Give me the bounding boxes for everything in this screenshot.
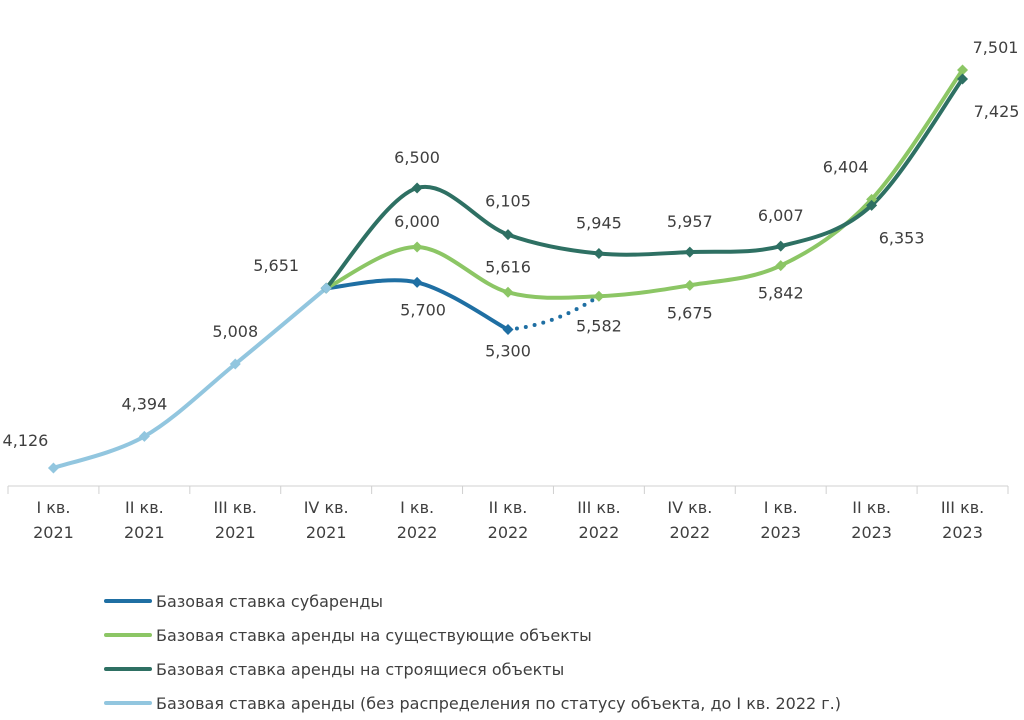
data-label: 6,105 xyxy=(485,192,531,211)
x-tick-label: III кв. xyxy=(214,498,257,517)
x-axis: I кв. 2021 II кв. 2021 III кв. 2021 IV кв. 2021… xyxy=(7,485,1009,542)
marker-layer xyxy=(47,64,969,474)
data-point-marker xyxy=(866,199,878,211)
x-tick-label: 2023 xyxy=(851,523,892,542)
legend-swatch xyxy=(104,633,152,637)
data-label: 6,404 xyxy=(823,157,869,176)
legend: Базовая ставка субаренды Базовая ставка … xyxy=(104,584,841,720)
data-label: 4,126 xyxy=(3,431,49,450)
data-point-marker xyxy=(411,182,423,194)
x-tick-label: 2022 xyxy=(579,523,620,542)
data-point-marker xyxy=(957,64,969,76)
data-label: 5,582 xyxy=(576,316,622,335)
data-point-marker xyxy=(593,247,605,259)
data-label: 5,651 xyxy=(253,256,299,275)
x-tick-label: 2021 xyxy=(124,523,165,542)
series-line xyxy=(324,68,965,300)
x-tick-label: IV кв. xyxy=(667,498,712,517)
data-label: 6,500 xyxy=(394,148,440,167)
x-tick-label: II кв. xyxy=(852,498,891,517)
x-tick-label: II кв. xyxy=(125,498,164,517)
series-line xyxy=(324,77,965,291)
x-tick-label: 2021 xyxy=(215,523,256,542)
x-tick-label: 2022 xyxy=(488,523,529,542)
data-label: 6,353 xyxy=(879,228,925,247)
data-point-marker xyxy=(47,462,59,474)
legend-label: Базовая ставка аренды (без распределения… xyxy=(156,693,841,713)
data-point-marker xyxy=(138,430,150,442)
data-point-marker xyxy=(502,286,514,298)
x-tick-label: IV кв. xyxy=(304,498,349,517)
data-point-marker xyxy=(775,240,787,252)
data-label: 4,394 xyxy=(121,394,167,413)
x-tick-label: III кв. xyxy=(941,498,984,517)
data-label: 5,945 xyxy=(576,213,622,232)
series-dotted-projection xyxy=(506,294,601,332)
x-tick-label: 2023 xyxy=(942,523,983,542)
data-point-marker xyxy=(502,229,514,241)
data-point-marker xyxy=(229,358,241,370)
legend-item-sublease: Базовая ставка субаренды xyxy=(104,584,841,618)
data-label: 5,675 xyxy=(667,303,713,322)
series-line xyxy=(51,286,329,470)
data-label: 6,007 xyxy=(758,206,804,225)
legend-label: Базовая ставка субаренды xyxy=(156,591,384,611)
legend-item-under-construction: Базовая ставка аренды на строящиеся объе… xyxy=(104,652,841,686)
data-label: 5,300 xyxy=(485,342,531,361)
x-tick-label: I кв. xyxy=(36,498,70,517)
x-tick-label: 2021 xyxy=(306,523,347,542)
line-chart: I кв. 2021 II кв. 2021 III кв. 2021 IV кв. 2021… xyxy=(3,38,1020,542)
data-label: 5,842 xyxy=(758,284,804,303)
x-tick-label: II кв. xyxy=(489,498,528,517)
data-label-layer: 4,126 4,394 5,008 5,651 5,700 5,300 6,000 5,616… xyxy=(3,38,1020,450)
legend-label: Базовая ставка аренды на существующие об… xyxy=(156,625,592,645)
x-tick-label: I кв. xyxy=(400,498,434,517)
x-tick-label: 2022 xyxy=(669,523,710,542)
legend-swatch xyxy=(104,667,152,671)
legend-swatch xyxy=(104,599,152,603)
data-label: 5,957 xyxy=(667,212,713,231)
data-point-marker xyxy=(684,246,696,258)
data-point-marker xyxy=(866,193,878,205)
data-point-marker xyxy=(775,260,787,272)
legend-label: Базовая ставка аренды на строящиеся объе… xyxy=(156,659,565,679)
x-tick-label: 2023 xyxy=(760,523,801,542)
data-point-marker xyxy=(957,73,969,85)
data-label: 5,008 xyxy=(212,322,258,341)
legend-item-no-status: Базовая ставка аренды (без распределения… xyxy=(104,686,841,720)
legend-item-existing: Базовая ставка аренды на существующие об… xyxy=(104,618,841,652)
data-point-marker xyxy=(411,241,423,253)
data-point-marker xyxy=(593,290,605,302)
x-tick-label: 2022 xyxy=(397,523,438,542)
data-label: 7,501 xyxy=(973,38,1019,57)
data-label: 7,425 xyxy=(974,102,1020,121)
x-tick-label: 2021 xyxy=(33,523,74,542)
data-point-marker xyxy=(411,276,423,288)
x-tick-label: III кв. xyxy=(577,498,620,517)
data-point-marker xyxy=(320,282,332,294)
data-label: 6,000 xyxy=(394,212,440,231)
legend-swatch xyxy=(104,701,152,705)
data-label: 5,700 xyxy=(400,300,446,319)
data-point-marker xyxy=(502,324,514,336)
data-label: 5,616 xyxy=(485,257,531,276)
data-point-marker xyxy=(684,279,696,291)
x-tick-label: I кв. xyxy=(764,498,798,517)
